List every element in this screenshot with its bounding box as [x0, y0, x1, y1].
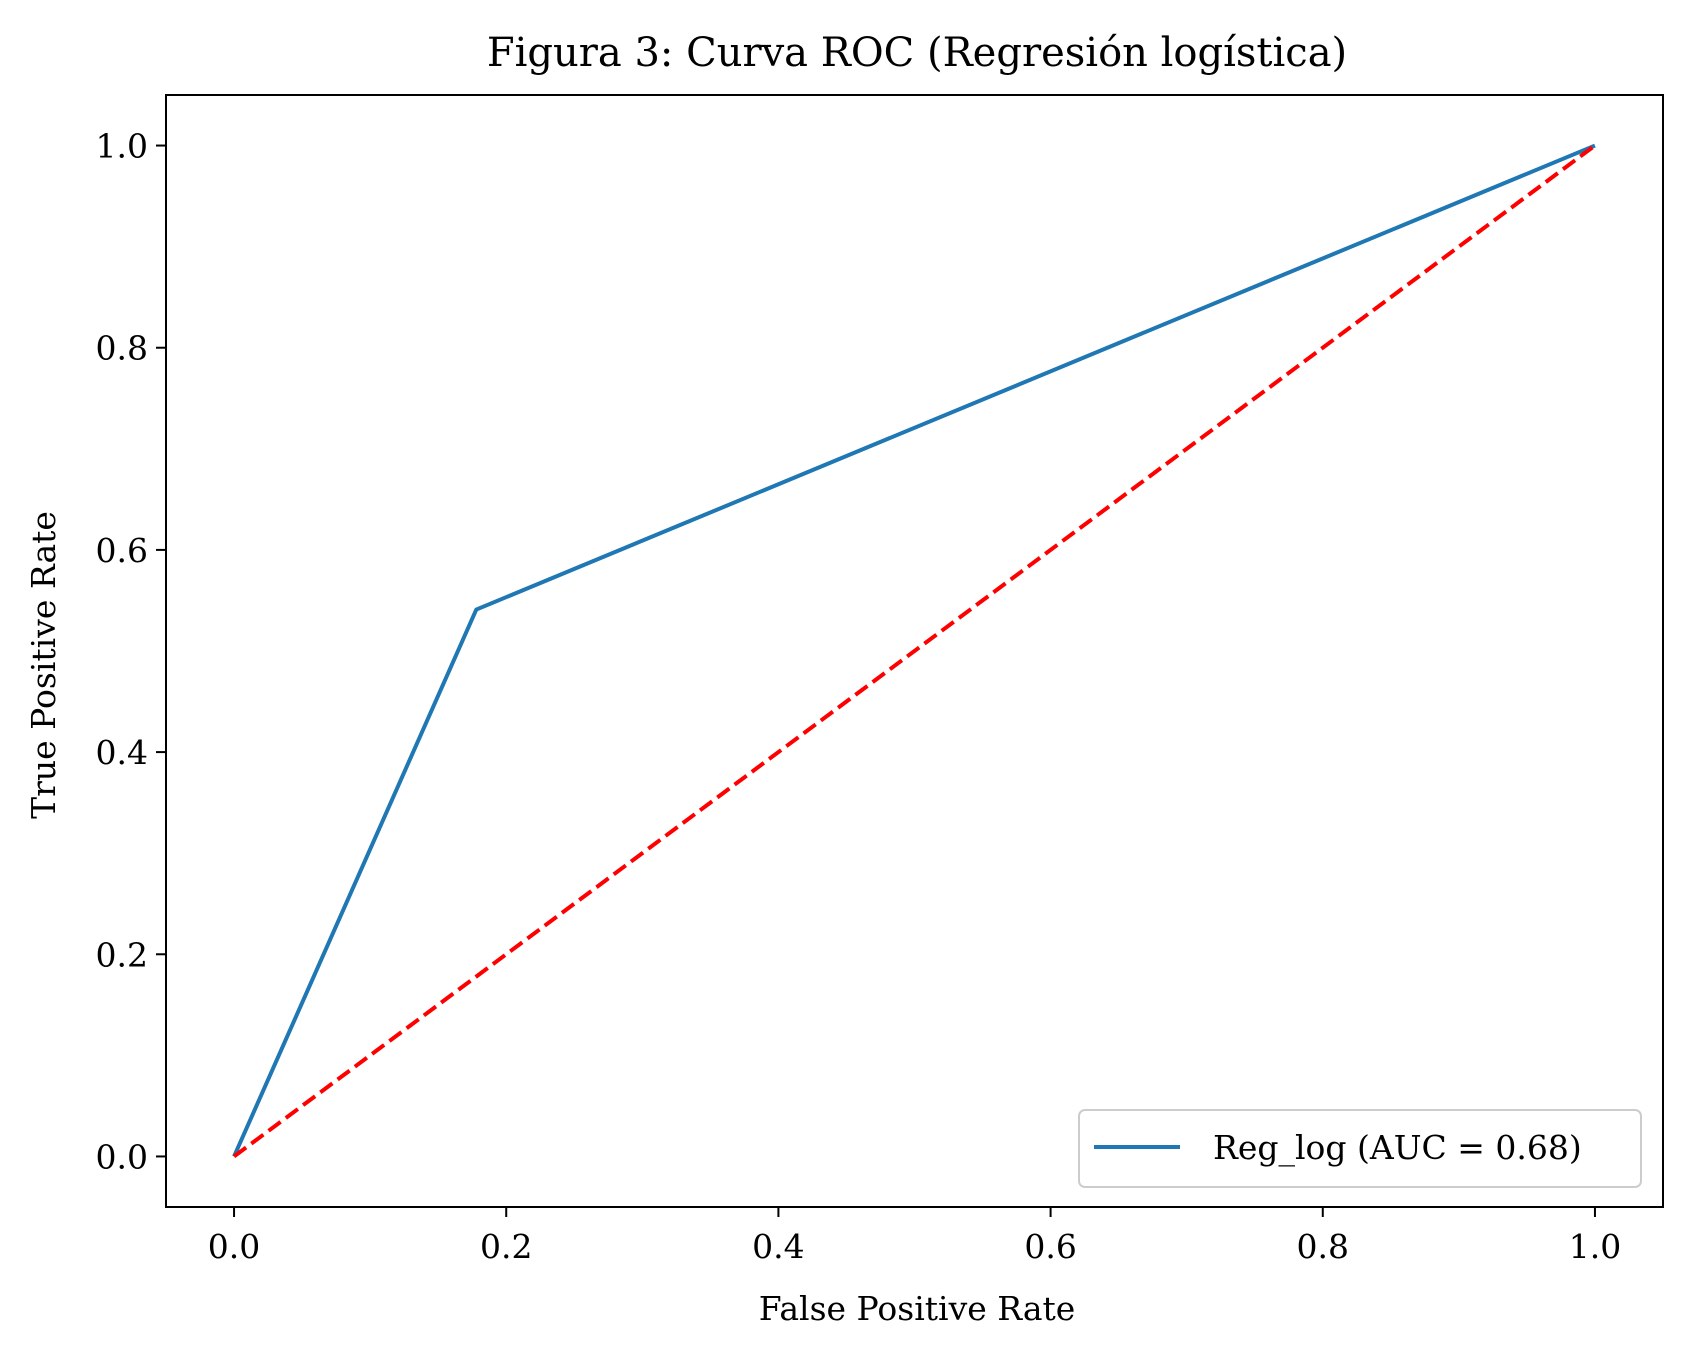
legend-label-reg-log: Reg_log (AUC = 0.68): [1213, 1128, 1582, 1168]
y-tick-label: 0.2: [96, 935, 148, 974]
y-tick-label: 0.6: [96, 531, 148, 570]
x-tick-label: 0.0: [208, 1227, 260, 1266]
y-axis-ticks: 0.0 0.2 0.4 0.6 0.8 1.0: [96, 127, 166, 1176]
y-tick-label: 1.0: [96, 127, 148, 166]
x-tick-label: 0.4: [752, 1227, 804, 1266]
legend: Reg_log (AUC = 0.68): [1078, 1109, 1642, 1188]
y-tick-label: 0.0: [96, 1137, 148, 1176]
x-axis-ticks: 0.0 0.2 0.4 0.6 0.8 1.0: [208, 1207, 1621, 1266]
x-tick-label: 0.8: [1297, 1227, 1349, 1266]
chart-title: Figura 3: Curva ROC (Regresión logística…: [487, 30, 1347, 76]
x-axis-label: False Positive Rate: [759, 1289, 1076, 1328]
roc-curve-line: [232, 143, 1596, 1158]
y-tick-label: 0.8: [96, 329, 148, 368]
chance-diagonal-line: [232, 143, 1597, 1159]
y-axis-label: True Positive Rate: [24, 511, 63, 819]
x-tick-label: 1.0: [1569, 1227, 1621, 1266]
x-tick-label: 0.6: [1024, 1227, 1076, 1266]
x-tick-label: 0.2: [480, 1227, 532, 1266]
plot-lines: [232, 143, 1597, 1159]
plot-area-frame: [165, 94, 1664, 1208]
axes-frame: [165, 94, 1664, 1208]
y-tick-label: 0.4: [96, 733, 148, 772]
legend-box: [1078, 1109, 1642, 1188]
